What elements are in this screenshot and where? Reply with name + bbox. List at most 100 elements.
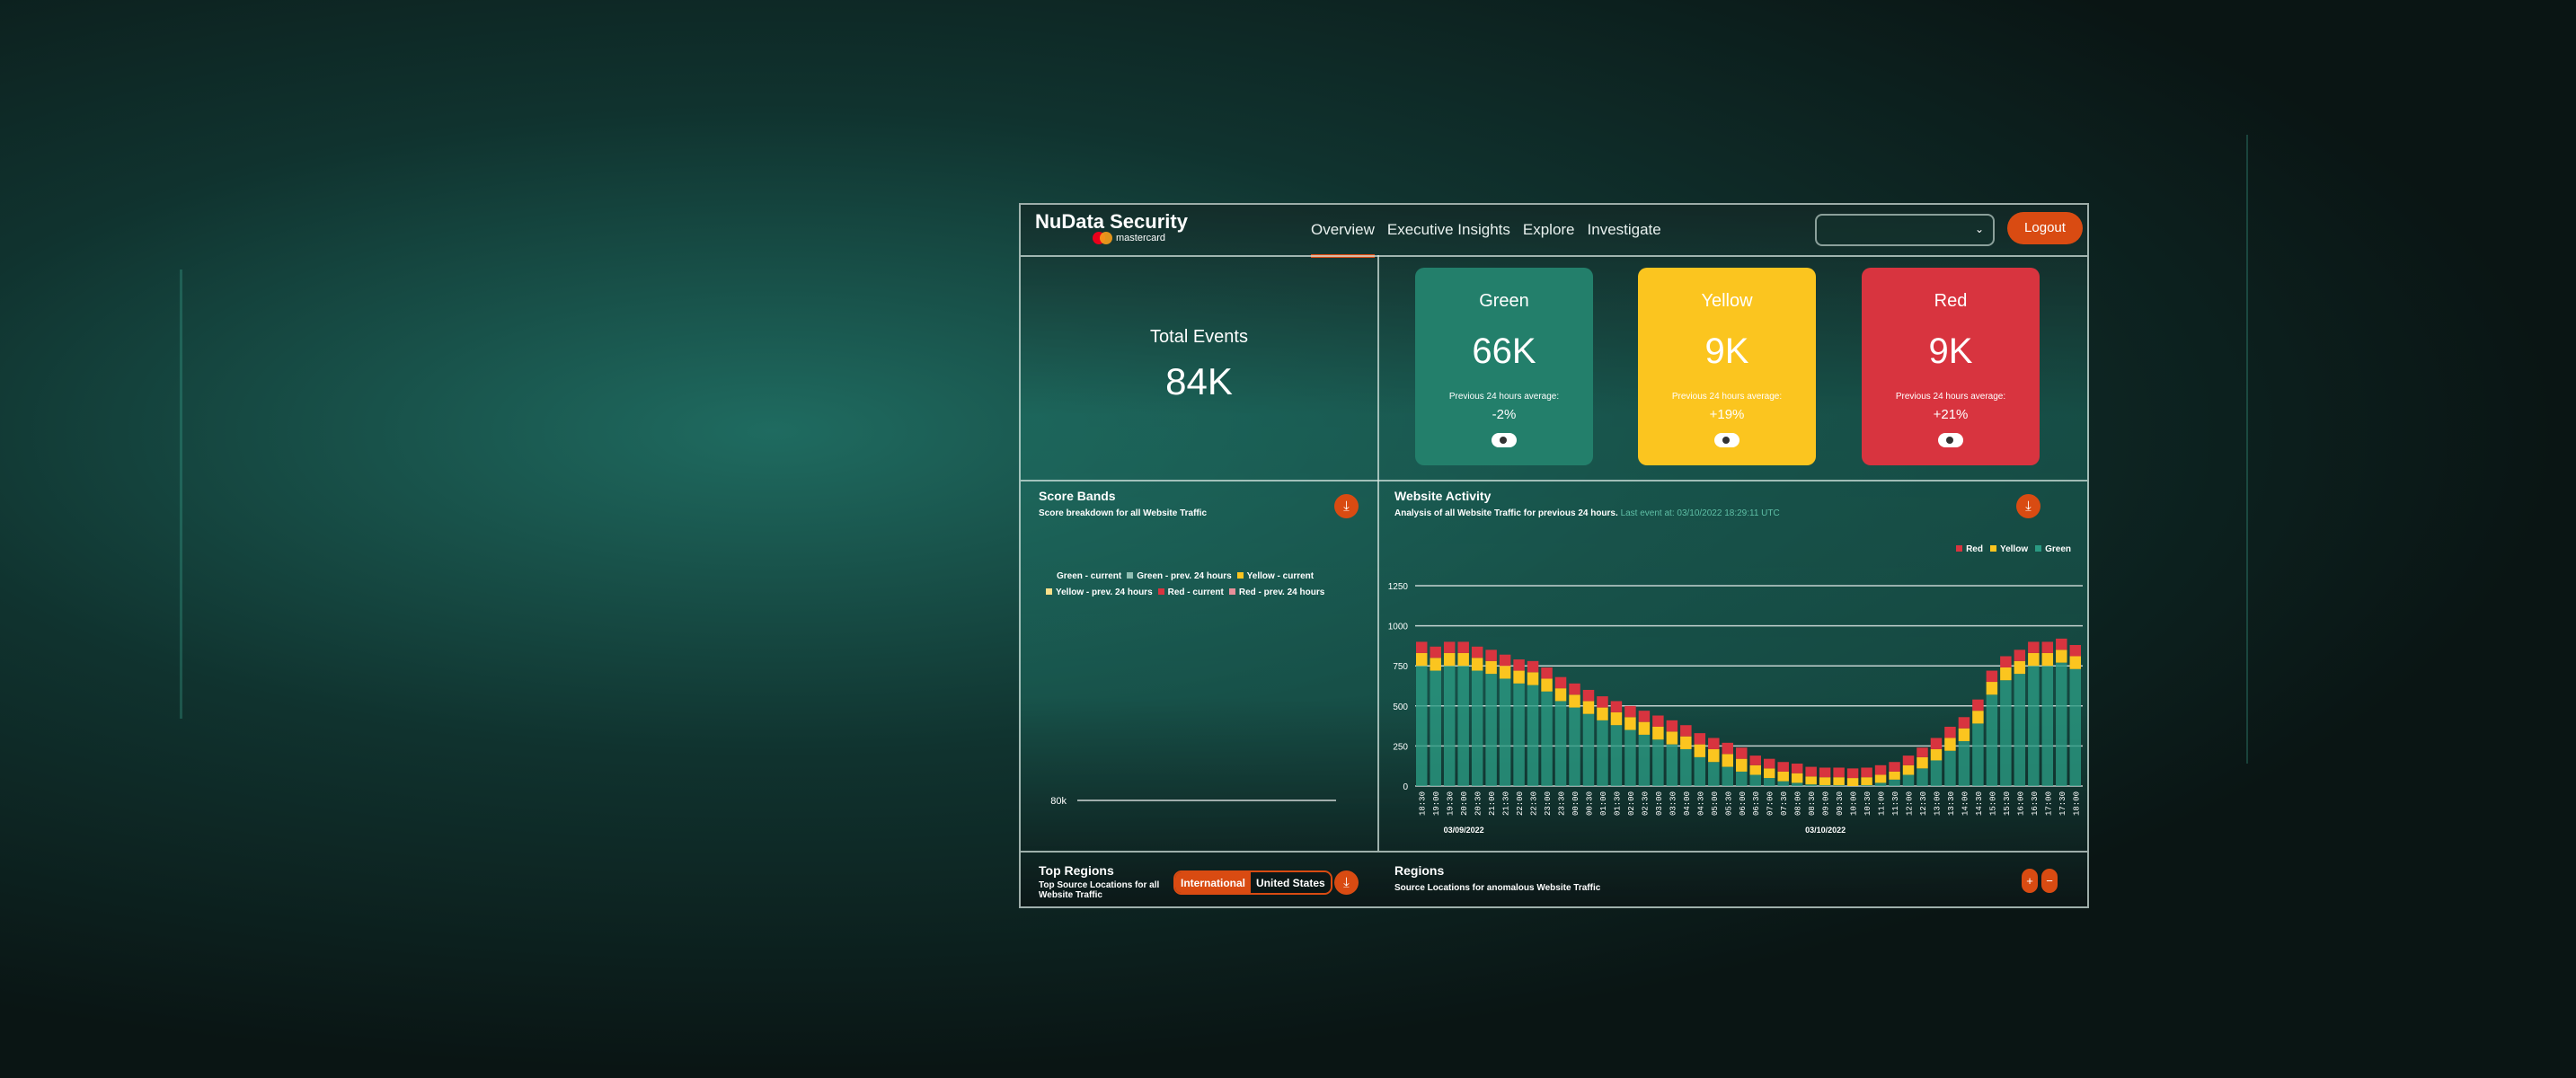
bar-yellow bbox=[1889, 771, 1900, 780]
bar-green bbox=[1763, 778, 1775, 786]
x-tick-label: 15:00 bbox=[1988, 791, 1997, 816]
legend-row: Green - current Green - prev. 24 hours Yel… bbox=[1057, 571, 1319, 581]
card-toggle[interactable] bbox=[1492, 433, 1517, 447]
x-tick-label: 12:00 bbox=[1906, 791, 1915, 816]
bar-yellow bbox=[1638, 721, 1651, 735]
website-activity-title: Website Activity bbox=[1394, 489, 1492, 503]
card-title: Green bbox=[1479, 291, 1529, 311]
zoom-in-button[interactable]: + bbox=[2022, 869, 2038, 893]
bar-yellow bbox=[1443, 652, 1456, 667]
bar-yellow bbox=[1541, 678, 1553, 692]
x-tick-label: 03:30 bbox=[1669, 791, 1677, 816]
website-activity-download-button[interactable]: ⤓ bbox=[2016, 494, 2040, 518]
legend-swatch bbox=[2035, 545, 2042, 552]
bar-red bbox=[2056, 638, 2067, 650]
bar-red bbox=[1944, 726, 1956, 738]
mastercard-icon-circle bbox=[1100, 232, 1112, 244]
bar-green bbox=[1791, 782, 1803, 786]
x-tick-label: 09:30 bbox=[1836, 791, 1845, 816]
bar-green bbox=[1680, 748, 1692, 786]
tab-united-states[interactable]: United States bbox=[1251, 872, 1331, 893]
x-tick-label: 08:30 bbox=[1808, 791, 1817, 816]
legend-label: Green - prev. 24 hours bbox=[1137, 571, 1232, 581]
bar-red bbox=[1416, 641, 1428, 653]
bar-green bbox=[1443, 666, 1456, 786]
bar-green bbox=[2041, 666, 2054, 786]
bar-green bbox=[1777, 781, 1789, 786]
x-tick-label: 22:00 bbox=[1516, 791, 1525, 816]
x-tick-label: 17:00 bbox=[2044, 791, 2053, 816]
bar-green bbox=[1902, 774, 1915, 786]
bar-red bbox=[1958, 717, 1970, 729]
regions-header: Regions Source Locations for anomalous W… bbox=[1394, 863, 1600, 893]
red-card: Red 9K Previous 24 hours average: +21% bbox=[1862, 268, 2040, 465]
top-regions-download-button[interactable]: ⤓ bbox=[1334, 870, 1359, 895]
card-value: 9K bbox=[1704, 331, 1749, 371]
x-tick-label: 09:00 bbox=[1822, 791, 1831, 816]
bar-red bbox=[1638, 711, 1651, 722]
website-activity-legend: Red Yellow Green bbox=[1949, 544, 2071, 554]
card-toggle[interactable] bbox=[1938, 433, 1963, 447]
bar-yellow bbox=[1930, 748, 1943, 761]
legend-item: Green - prev. 24 hours bbox=[1127, 571, 1232, 581]
legend-label: Yellow - current bbox=[1246, 571, 1315, 581]
x-tick-label: 21:00 bbox=[1488, 791, 1497, 816]
bar-green bbox=[2028, 666, 2040, 786]
date-label: 03/09/2022 bbox=[1444, 826, 1484, 835]
bar-green bbox=[1416, 666, 1428, 786]
x-tick-label: 12:30 bbox=[1919, 791, 1928, 816]
bar-red bbox=[1652, 715, 1664, 727]
card-prev-label: Previous 24 hours average: bbox=[1671, 392, 1783, 402]
yellow-card: Yellow 9K Previous 24 hours average: +19… bbox=[1638, 268, 1816, 465]
tab-international[interactable]: International bbox=[1175, 872, 1252, 893]
bar-yellow bbox=[1736, 758, 1748, 772]
x-tick-label: 19:00 bbox=[1432, 791, 1441, 816]
legend-label: Red bbox=[1966, 544, 1983, 554]
bar-green bbox=[1805, 784, 1817, 786]
bar-yellow bbox=[1554, 688, 1567, 702]
x-tick-label: 20:30 bbox=[1474, 791, 1483, 816]
x-tick-label: 10:00 bbox=[1850, 791, 1859, 816]
bar-yellow bbox=[2069, 656, 2081, 669]
bar-red bbox=[1527, 660, 1539, 673]
bar-red bbox=[1846, 768, 1859, 779]
bar-red bbox=[1749, 755, 1761, 765]
logout-button[interactable]: Logout bbox=[2007, 212, 2083, 244]
x-tick-label: 10:30 bbox=[1863, 791, 1872, 816]
bar-green bbox=[1861, 785, 1872, 786]
x-tick-label: 06:00 bbox=[1739, 791, 1748, 816]
legend-item: Red - current bbox=[1157, 588, 1224, 597]
y-tick-label: 250 bbox=[1393, 742, 1408, 752]
bar-yellow bbox=[2041, 652, 2054, 667]
y-tick-label: 750 bbox=[1393, 662, 1408, 672]
download-icon: ⤓ bbox=[1343, 875, 1350, 890]
org-select[interactable]: ⌄ bbox=[1815, 214, 1995, 246]
card-toggle[interactable] bbox=[1714, 433, 1739, 447]
total-events-label: Total Events bbox=[1150, 327, 1248, 347]
bar-green bbox=[1833, 785, 1845, 786]
x-tick-label: 18:30 bbox=[1419, 791, 1428, 816]
bar-red bbox=[1805, 766, 1817, 777]
nav-investigate[interactable]: Investigate bbox=[1587, 221, 1661, 238]
bar-green bbox=[1930, 760, 1943, 786]
background-decoration bbox=[180, 270, 182, 719]
zoom-out-button[interactable]: − bbox=[2041, 869, 2058, 893]
bar-green bbox=[1624, 729, 1636, 786]
total-events-value: 84K bbox=[1165, 360, 1233, 402]
bar-yellow bbox=[1430, 658, 1441, 671]
nav-explore[interactable]: Explore bbox=[1522, 221, 1575, 238]
score-bands-download-button[interactable]: ⤓ bbox=[1334, 494, 1359, 518]
x-tick-label: 05:00 bbox=[1711, 791, 1720, 816]
x-tick-label: 15:30 bbox=[2003, 791, 2012, 816]
nav-executive-insights[interactable]: Executive Insights bbox=[1386, 221, 1510, 238]
bar-green bbox=[1944, 750, 1956, 786]
legend-label: Green bbox=[2045, 544, 2071, 554]
nav-overview[interactable]: Overview bbox=[1311, 221, 1375, 258]
last-event-text: Last event at: 03/10/2022 18:29:11 UTC bbox=[1620, 508, 1780, 518]
bar-yellow bbox=[1861, 777, 1872, 786]
website-activity-chart: 0 250 500 750 1000 1250 18:30 19:00 19:30 20:00 20… bbox=[1388, 582, 2083, 835]
legend-item: Red - prev. 24 hours bbox=[1228, 588, 1324, 597]
top-regions-title: Top Regions bbox=[1039, 863, 1114, 878]
top-regions-header: Top Regions Top Source Locations for all… bbox=[1039, 863, 1164, 900]
score-bands-title: Score Bands bbox=[1039, 489, 1116, 503]
